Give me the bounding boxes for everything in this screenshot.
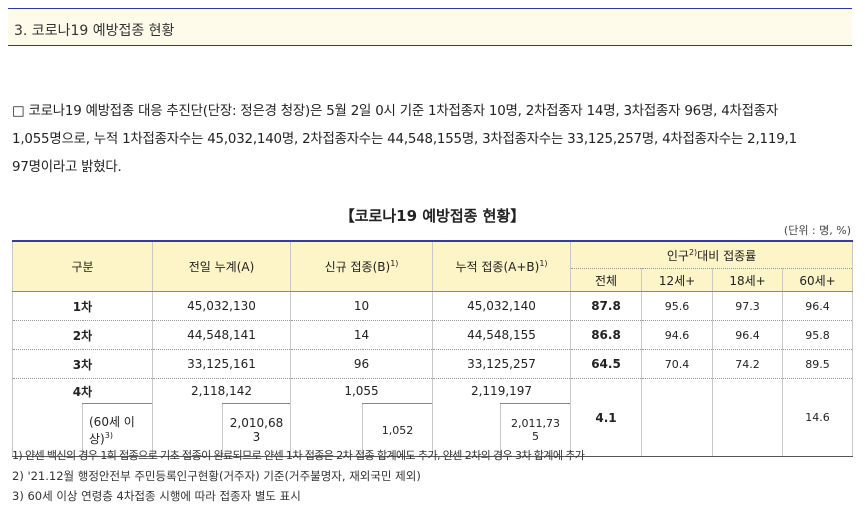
paragraph-line-2: 1,055명으로, 누적 1차접종자수는 45,032,140명, 2차접종자수… (12, 132, 797, 147)
sub-cum-line-1: 2,011,73 (511, 417, 560, 430)
sub-spacer (12, 403, 83, 457)
sub-label: (60세 이 상)3) (82, 403, 153, 457)
sub-cum-line-2: 5 (532, 430, 540, 443)
cell-prev: 33,125,161 (152, 349, 291, 379)
sub-prev-line-1: 2,010,68 (229, 416, 284, 430)
cell-prev: 45,032,130 (152, 291, 291, 321)
bullet-square: □ (12, 104, 25, 119)
paragraph-line-3: 97명이라고 밝혔다. (12, 160, 122, 175)
table-row: 1차 45,032,130 10 45,032,140 87.8 95.6 97… (12, 291, 854, 321)
header-category: 구분 (12, 240, 153, 292)
sub-prev-line-2: 3 (252, 430, 261, 444)
sub-cum: 2,011,73 5 (500, 403, 572, 457)
cell-cum: 33,125,257 (432, 349, 572, 379)
cell-age12: 70.4 (641, 349, 714, 379)
table-title: 【코로나19 예방접종 현황】 (339, 207, 526, 225)
header-new-sup: 1) (390, 259, 399, 268)
sub-spacer (290, 403, 363, 457)
cell-age60: 95.8 (782, 320, 854, 350)
cell-cum: 2,119,197 (432, 378, 572, 404)
footnotes: 1) 얀센 백신의 경우 1회 접종으로 기초 접종이 완료되므로 얀센 1차 … (12, 446, 585, 506)
footnote-3: 3) 60세 이상 연령층 4차접종 시행에 따라 접종자 별도 표시 (12, 489, 301, 503)
cell-age60: 14.6 (782, 378, 854, 457)
cell-new: 14 (289, 320, 434, 350)
sub-spacer (152, 403, 223, 457)
row-label: 4차 (12, 378, 153, 404)
section-title: 3. 코로나19 예방접종 현황 (14, 23, 175, 39)
cell-new: 10 (289, 291, 434, 321)
cell-all: 64.5 (570, 349, 643, 379)
cell-age18: 97.3 (712, 291, 784, 321)
cell-age60: 89.5 (782, 349, 854, 379)
header-age12: 12세+ (641, 268, 714, 292)
section-header: 3. 코로나19 예방접종 현황 (8, 8, 852, 46)
summary-paragraph: □ 코로나19 예방접종 대응 추진단(단장: 정은경 청장)은 5월 2일 0… (12, 98, 854, 182)
cell-prev: 2,118,142 (152, 378, 291, 404)
table-unit: (단위 : 명, %) (783, 224, 851, 237)
sub-spacer (432, 403, 501, 457)
table-row: 3차 33,125,161 96 33,125,257 64.5 70.4 74… (12, 349, 854, 379)
header-new-label: 신규 접종(B) (324, 260, 391, 274)
cell-age18: 74.2 (712, 349, 784, 379)
table-row: 4차 2,118,142 1,055 2,119,197 4.1 14.6 (12, 378, 854, 457)
footnote-2: 2) '21.12월 행정안전부 주민등록인구현황(거주자) 기준(거주불명자,… (12, 469, 421, 483)
cell-age12: 95.6 (641, 291, 714, 321)
cell-age18 (712, 378, 784, 457)
header-cum-sup: 1) (539, 259, 548, 268)
cell-age12 (641, 378, 714, 457)
paragraph-line-1: 코로나19 예방접종 대응 추진단(단장: 정은경 청장)은 5월 2일 0시 … (28, 104, 779, 119)
header-cum-label: 누적 접종(A+B) (455, 260, 540, 274)
cell-all: 86.8 (570, 320, 643, 350)
vaccination-table: 구분 전일 누계(A) 신규 접종(B)1) 누적 접종(A+B)1) 인구2)… (12, 240, 854, 457)
header-ratio: 인구2)대비 접종률 (570, 240, 854, 269)
sub-prev: 2,010,68 3 (222, 403, 291, 457)
header-age60: 60세+ (782, 268, 854, 292)
header-ratio-pre: 인구 (666, 248, 689, 263)
sub-label-sup: 3) (104, 431, 113, 440)
cell-age12: 94.6 (641, 320, 714, 350)
header-ratio-post: 대비 접종률 (697, 248, 757, 263)
cell-new: 1,055 (289, 378, 434, 404)
cell-new: 96 (289, 349, 434, 379)
header-prev-total: 전일 누계(A) (152, 240, 291, 292)
row-label: 1차 (12, 291, 153, 321)
cell-all: 4.1 (570, 378, 643, 457)
cell-cum: 45,032,140 (432, 291, 572, 321)
sub-label-line-2: 상) (89, 432, 105, 446)
footnote-1: 1) 얀센 백신의 경우 1회 접종으로 기초 접종이 완료되므로 얀센 1차 … (12, 449, 585, 462)
header-all: 전체 (570, 268, 643, 292)
header-cumulative: 누적 접종(A+B)1) (432, 240, 572, 292)
row-label: 2차 (12, 320, 153, 350)
table-row: 2차 44,548,141 14 44,548,155 86.8 94.6 96… (12, 320, 854, 350)
sub-label-line-1: (60세 이 (89, 415, 135, 429)
cell-age60: 96.4 (782, 291, 854, 321)
header-ratio-sup: 2) (688, 247, 698, 257)
row-label: 3차 (12, 349, 153, 379)
header-new: 신규 접종(B)1) (289, 240, 434, 292)
cell-all: 87.8 (570, 291, 643, 321)
header-age18: 18세+ (712, 268, 784, 292)
cell-cum: 44,548,155 (432, 320, 572, 350)
cell-prev: 44,548,141 (152, 320, 291, 350)
table-subrow: (60세 이 상)3) 2,010,68 3 1,052 2,011,73 5 (12, 403, 853, 457)
cell-age18: 96.4 (712, 320, 784, 350)
sub-new: 1,052 (361, 403, 434, 457)
